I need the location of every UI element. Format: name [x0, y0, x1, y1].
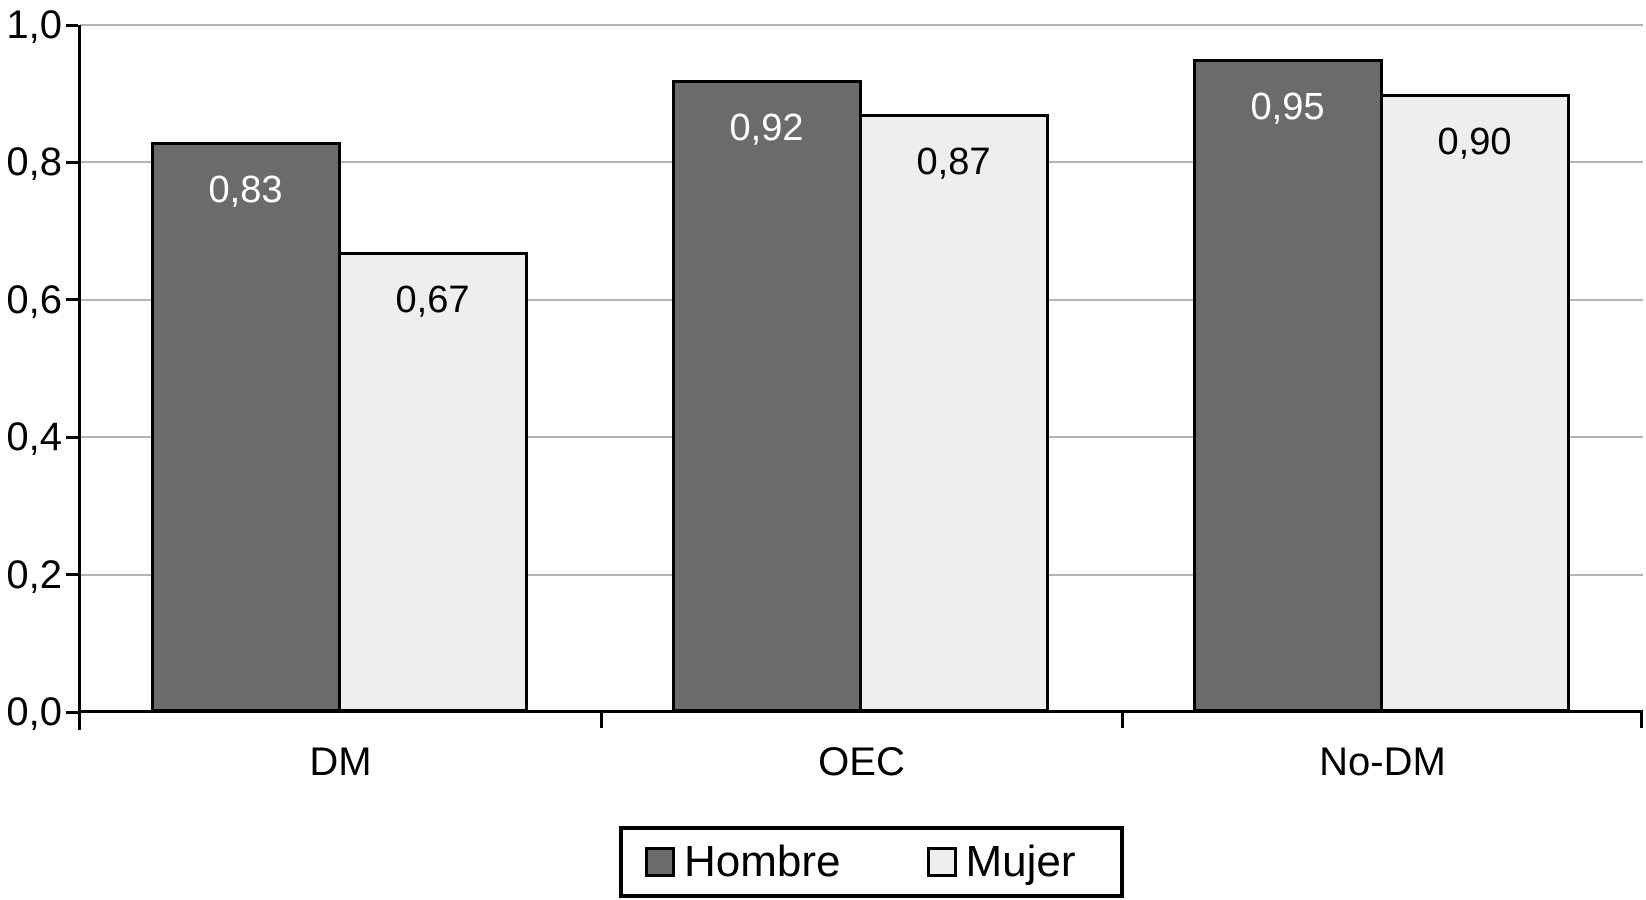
- y-tick-label: 0,0: [6, 690, 62, 734]
- y-tick-label: 0,8: [6, 140, 62, 185]
- bar-value-label: 0,92: [729, 106, 804, 149]
- bar-mujer-oec: [858, 114, 1049, 712]
- bar-value-label: 0,67: [395, 278, 470, 321]
- x-axis-tick: [599, 710, 603, 728]
- bar-mujer-no-dm: [1379, 93, 1570, 712]
- category-label-no-dm: No-DM: [1319, 740, 1446, 784]
- legend-item-hombre: Hombre: [645, 837, 841, 887]
- bar-value-label: 0,87: [916, 141, 991, 184]
- bar-hombre-oec: [671, 79, 862, 712]
- y-axis-tick: [66, 160, 78, 164]
- x-axis-tick: [1120, 710, 1124, 728]
- category-label-oec: OEC: [818, 740, 905, 784]
- bar-value-label: 0,83: [208, 168, 283, 211]
- x-axis-line: [78, 710, 1643, 713]
- y-axis-tick: [66, 23, 78, 27]
- y-tick-label: 0,2: [6, 552, 62, 597]
- x-axis-end-tick: [1640, 710, 1643, 728]
- category-label-dm: DM: [309, 740, 372, 784]
- y-tick-label: 1,0: [6, 3, 62, 47]
- y-axis-tick: [66, 435, 78, 439]
- y-axis-tick: [66, 573, 78, 577]
- bar-value-label: 0,95: [1250, 86, 1325, 129]
- gridline-1,0: [80, 24, 1643, 26]
- legend-item-mujer: Mujer: [926, 837, 1076, 887]
- bar-hombre-dm: [150, 141, 341, 712]
- legend-label-hombre: Hombre: [684, 837, 841, 886]
- bar-hombre-no-dm: [1192, 59, 1383, 712]
- bar-value-label: 0,90: [1437, 120, 1512, 163]
- y-axis-line: [78, 25, 81, 730]
- y-axis-tick: [66, 298, 78, 302]
- legend-swatch-hombre: [645, 847, 675, 877]
- legend-swatch-mujer: [926, 847, 957, 877]
- legend: Hombre Mujer: [619, 826, 1124, 898]
- y-tick-label: 0,4: [6, 415, 62, 460]
- legend-label-mujer: Mujer: [965, 837, 1076, 886]
- y-tick-label: 0,6: [6, 277, 62, 322]
- y-axis-tick: [66, 710, 78, 714]
